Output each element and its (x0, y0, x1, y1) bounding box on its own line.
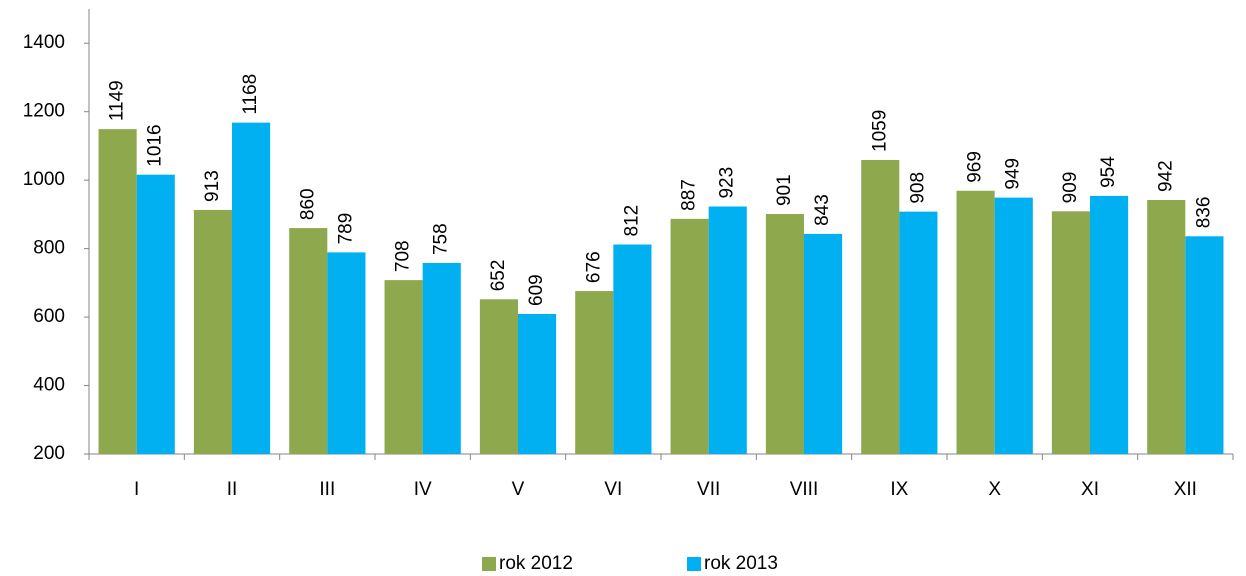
data-label: 913 (202, 170, 223, 202)
data-label: 860 (297, 188, 318, 220)
bar (327, 252, 366, 454)
bar (136, 174, 175, 454)
data-label: 923 (717, 167, 738, 199)
bar (861, 159, 900, 454)
x-tick-label: VI (604, 479, 622, 500)
data-label: 812 (621, 205, 642, 237)
data-label: 652 (488, 260, 509, 292)
data-label: 789 (335, 213, 356, 245)
bar (289, 228, 328, 454)
bar (804, 233, 843, 454)
data-label: 609 (526, 274, 547, 306)
data-label: 909 (1060, 172, 1081, 204)
x-tick-label: IX (890, 479, 908, 500)
bar (575, 291, 614, 454)
bar (899, 211, 938, 454)
bar (1090, 195, 1129, 454)
data-label: 887 (679, 179, 700, 211)
bar (479, 299, 518, 454)
bar (1147, 200, 1186, 454)
data-label: 969 (965, 151, 986, 183)
data-label: 1059 (869, 110, 890, 152)
data-label: 758 (431, 223, 452, 255)
bar (765, 214, 804, 454)
bar (613, 244, 652, 454)
x-tick-label: VIII (790, 479, 819, 500)
bar (422, 262, 461, 454)
x-tick-label: V (512, 479, 525, 500)
bar (384, 280, 423, 454)
y-tick-label: 1200 (23, 101, 65, 122)
y-tick-label: 1400 (23, 32, 65, 53)
legend-label: rok 2012 (499, 553, 573, 574)
y-tick-label: 200 (33, 443, 65, 464)
data-label: 1016 (145, 124, 166, 166)
data-label: 1149 (107, 80, 128, 121)
data-label: 1168 (240, 74, 261, 115)
legend-label: rok 2013 (704, 553, 778, 574)
data-label: 942 (1155, 160, 1176, 192)
bar (1051, 211, 1090, 454)
data-label: 949 (1003, 158, 1024, 190)
data-label: 901 (774, 174, 795, 206)
x-tick-label: X (988, 479, 1001, 500)
data-label: 843 (812, 194, 833, 226)
data-label: 908 (907, 172, 928, 204)
bar (98, 129, 137, 454)
data-label: 708 (393, 240, 414, 272)
legend-swatch (482, 557, 496, 571)
bar (232, 122, 271, 455)
x-tick-label: IV (414, 479, 432, 500)
data-label: 954 (1098, 156, 1119, 188)
legend-swatch (687, 557, 701, 571)
bar (708, 206, 747, 454)
y-tick-label: 1000 (23, 169, 65, 190)
y-tick-label: 600 (33, 306, 65, 327)
bar (670, 218, 709, 454)
y-tick-label: 400 (33, 375, 65, 396)
x-tick-label: XI (1081, 479, 1099, 500)
y-tick-label: 800 (33, 238, 65, 259)
x-tick-label: XII (1174, 479, 1197, 500)
data-label: 836 (1193, 197, 1214, 229)
bar (518, 313, 557, 454)
bar (994, 197, 1033, 454)
bar (956, 190, 995, 454)
bar (1185, 236, 1224, 454)
bar (193, 209, 232, 454)
x-tick-label: I (134, 479, 139, 500)
data-label: 676 (583, 251, 604, 283)
x-tick-label: III (319, 479, 335, 500)
x-tick-label: VII (697, 479, 720, 500)
x-tick-label: II (227, 479, 238, 500)
